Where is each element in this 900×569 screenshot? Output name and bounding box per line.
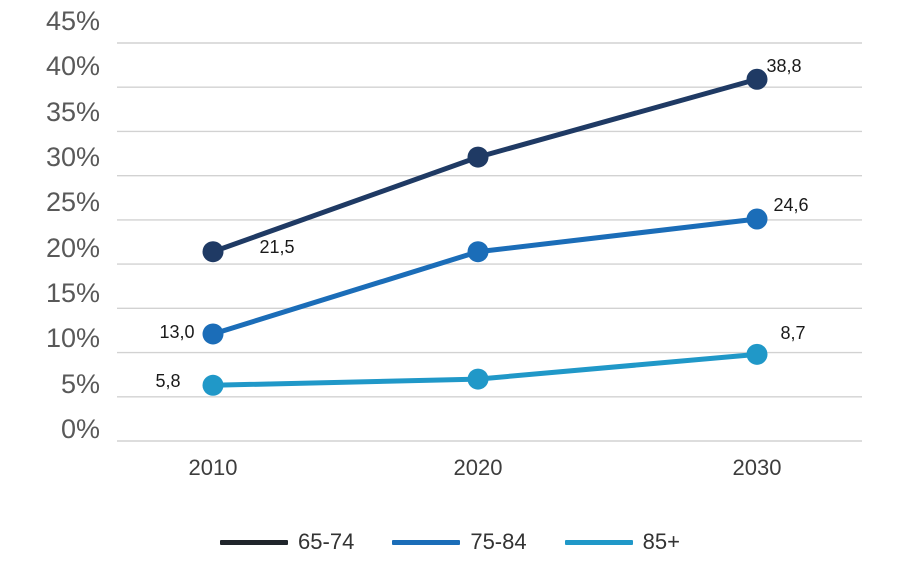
legend-swatch-85+ [564, 539, 633, 545]
y-tick-40pct: 40% [45, 51, 100, 82]
point-label-85+-2030: 8,7 [780, 323, 806, 344]
legend-label-65-74: 65-74 [298, 529, 355, 554]
legend-label-85+: 85+ [642, 529, 680, 554]
data-point-75-84-2020 [467, 241, 489, 263]
y-tick-45pct: 45% [45, 6, 100, 36]
line-series-75-84 [212, 216, 758, 337]
point-label-65-74-2010: 21,5 [259, 236, 295, 257]
data-point-65-74-2030 [746, 68, 768, 90]
y-tick-10pct: 10% [45, 323, 100, 354]
legend-item-65-74: 65-74 [220, 529, 354, 555]
legend-swatch-65-74 [220, 539, 289, 545]
y-tick-30pct: 30% [45, 142, 100, 172]
data-point-85+-2020 [467, 368, 489, 390]
legend: 65-74 75-84 85+ [0, 527, 900, 557]
y-tick-35pct: 35% [45, 96, 100, 127]
point-label-75-84-2010: 13,0 [159, 321, 195, 342]
y-tick-0pct: 0% [60, 414, 100, 444]
y-tick-20pct: 20% [45, 232, 100, 263]
data-point-65-74-2010 [202, 241, 224, 263]
legend-swatch-75-84 [392, 539, 461, 545]
legend-label-75-84: 75-84 [470, 529, 527, 554]
legend-item-85+: 85+ [564, 529, 680, 555]
y-tick-15pct: 15% [45, 278, 100, 308]
point-label-85+-2010: 5,8 [155, 371, 181, 392]
data-point-85+-2030 [746, 343, 768, 365]
y-tick-5pct: 5% [60, 368, 100, 399]
legend-item-75-84: 75-84 [392, 529, 527, 555]
line-series-65-74 [212, 76, 758, 255]
point-label-65-74-2030: 38,8 [766, 56, 802, 77]
x-tick-2010: 2010 [188, 455, 238, 480]
x-tick-2030: 2030 [732, 455, 782, 480]
y-tick-25pct: 25% [45, 187, 100, 218]
data-point-75-84-2010 [202, 323, 224, 345]
x-tick-2020: 2020 [453, 455, 503, 480]
data-point-65-74-2020 [467, 146, 489, 168]
data-point-85+-2010 [202, 374, 224, 396]
point-label-75-84-2030: 24,6 [773, 195, 809, 215]
data-point-75-84-2030 [746, 208, 768, 230]
